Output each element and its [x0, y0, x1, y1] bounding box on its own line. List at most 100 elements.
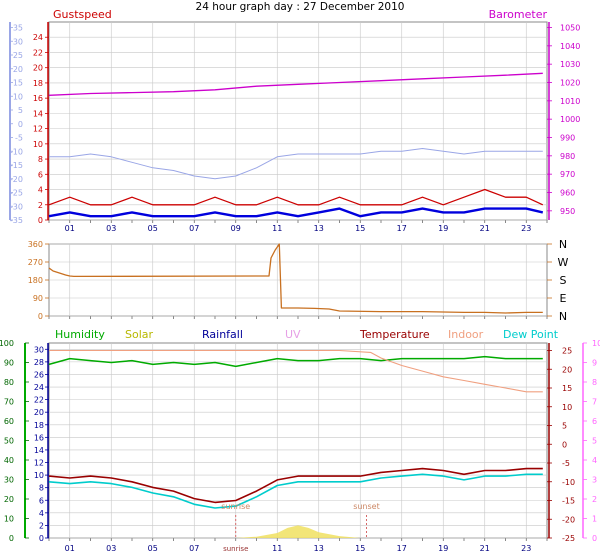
baro-ylabel: 1030	[560, 60, 580, 69]
gust-line	[48, 188, 544, 206]
rainfall-ylabel: 2	[39, 521, 44, 530]
wind-panel: Gustspeed Barometer -35 -30 -25 -20 -15 -10 -5…	[9, 8, 580, 233]
gust-ylabel: 18	[33, 79, 43, 88]
uv-ylabel: 8	[592, 378, 597, 387]
barometer-line	[48, 72, 543, 96]
temp-ylabel: 10	[562, 403, 572, 412]
temp-panel: Humidity Solar Rainfall UV Temperature I…	[0, 328, 600, 553]
humidity-ylabel: 40	[4, 456, 14, 465]
legend-dewpoint: Dew Point	[503, 328, 559, 341]
legend-solar: Solar	[125, 328, 154, 341]
temperature-line	[49, 148, 543, 180]
temp-xlabel: 15	[355, 544, 365, 553]
temp-xlabel: 05	[148, 544, 158, 553]
wind-xlabel: 01	[65, 224, 75, 233]
temperature-line	[48, 467, 543, 504]
wind-xlabel: 07	[189, 224, 199, 233]
gust-ylabel: 16	[33, 94, 43, 103]
temp-xlabel: 19	[438, 544, 448, 553]
baro-ylabel: 1050	[560, 24, 580, 33]
humidity-ylabel: 90	[4, 359, 14, 368]
sunrise-label: sunrise	[221, 502, 250, 511]
temp-ylabel: 20	[562, 365, 572, 374]
dir-ylabel: 360	[28, 240, 43, 249]
windspeed-line	[48, 207, 544, 218]
wind-xlabel: 11	[272, 224, 282, 233]
wind-xlabel: 15	[355, 224, 365, 233]
temp-ylabel: 15	[562, 384, 572, 393]
uv-ylabel: 3	[592, 476, 597, 485]
baro-ylabel: 970	[560, 170, 575, 179]
baro-ylabel: 950	[560, 207, 575, 216]
humidity-ylabel: 30	[4, 476, 14, 485]
baro-ylabel: 1040	[560, 42, 580, 51]
wind-xlabel: 05	[148, 224, 158, 233]
temp-outer-ylabel: -10	[10, 147, 23, 156]
rainfall-ylabel: 16	[34, 433, 44, 442]
gust-ylabel: 14	[33, 109, 43, 118]
temp-ylabel: -5	[562, 459, 570, 468]
wind-xlabel: 21	[480, 224, 490, 233]
wind-frame	[48, 21, 548, 221]
uv-ylabel: 7	[592, 398, 597, 407]
wind-xlabel: 23	[521, 224, 531, 233]
baro-ylabel: 960	[560, 189, 575, 198]
temp-outer-ylabel: 25	[13, 51, 23, 60]
humidity-ylabel: 80	[4, 378, 14, 387]
uv-ylabel: 0	[592, 534, 597, 543]
compass-label: S	[560, 274, 567, 287]
temp-ylabel: 25	[562, 347, 572, 356]
uv-ylabel: 5	[592, 437, 597, 446]
baro-ylabel: 1010	[560, 97, 580, 106]
temp-ylabel: -10	[562, 478, 575, 487]
temp-xlabel: 13	[314, 544, 324, 553]
dewpoint-line	[48, 473, 543, 509]
sunset-label: sunset	[353, 502, 380, 511]
legend-barometer: Barometer	[489, 8, 548, 21]
temp-xlabel: sunrise	[223, 545, 248, 553]
temp-ylabel: -20	[562, 515, 575, 524]
compass-label: N	[559, 238, 567, 251]
temp-xlabel: 17	[397, 544, 407, 553]
rainfall-ylabel: 14	[34, 446, 44, 455]
legend-temperature: Temperature	[359, 328, 430, 341]
gust-ylabel: 22	[33, 48, 43, 57]
baro-ylabel: 1000	[560, 115, 580, 124]
uv-ylabel: 10	[592, 339, 600, 348]
legend-humidity: Humidity	[55, 328, 105, 341]
gust-ylabel: 2	[38, 201, 43, 210]
temp-xlabel: 21	[480, 544, 490, 553]
rainfall-ylabel: 22	[34, 396, 44, 405]
wind-xlabel: 19	[438, 224, 448, 233]
gust-ylabel: 8	[38, 155, 43, 164]
rainfall-ylabel: 26	[34, 370, 44, 379]
humidity-ylabel: 50	[4, 437, 14, 446]
baro-ylabel: 1020	[560, 79, 580, 88]
gust-ylabel: 4	[38, 186, 43, 195]
chart-title: 24 hour graph day : 27 December 2010	[196, 1, 405, 13]
gust-ylabel: 24	[33, 33, 43, 42]
wind-xlabel: 03	[106, 224, 116, 233]
legend-uv: UV	[285, 328, 301, 341]
rainfall-ylabel: 12	[34, 459, 44, 468]
temp-outer-ylabel: 30	[13, 37, 23, 46]
humidity-ylabel: 60	[4, 417, 14, 426]
wind-xlabel: 09	[231, 224, 241, 233]
humidity-line	[48, 355, 543, 368]
rainfall-ylabel: 30	[34, 345, 44, 354]
compass-label: N	[559, 310, 567, 323]
rainfall-ylabel: 8	[39, 484, 44, 493]
temp-outer-ylabel: 0	[18, 120, 23, 129]
wind-xlabel: 17	[397, 224, 407, 233]
uv-ylabel: 9	[592, 359, 597, 368]
temp-outer-ylabel: 10	[13, 92, 23, 101]
uv-ylabel: 2	[592, 495, 597, 504]
gust-ylabel: 20	[33, 64, 43, 73]
temp-xlabel: 07	[189, 544, 199, 553]
compass-label: W	[558, 256, 569, 269]
temp-outer-ylabel: -5	[15, 134, 23, 143]
temp-outer-ylabel: 20	[13, 65, 23, 74]
dir-ylabel: 0	[38, 312, 43, 321]
